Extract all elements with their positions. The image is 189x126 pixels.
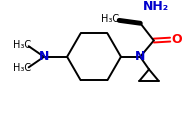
Text: N: N	[135, 50, 145, 63]
Text: N: N	[39, 50, 49, 63]
Text: H₃C: H₃C	[101, 14, 120, 24]
Text: O: O	[172, 33, 182, 46]
Text: H₃C: H₃C	[13, 40, 31, 50]
Text: NH₂: NH₂	[143, 0, 169, 13]
Text: H₃C: H₃C	[13, 63, 31, 73]
